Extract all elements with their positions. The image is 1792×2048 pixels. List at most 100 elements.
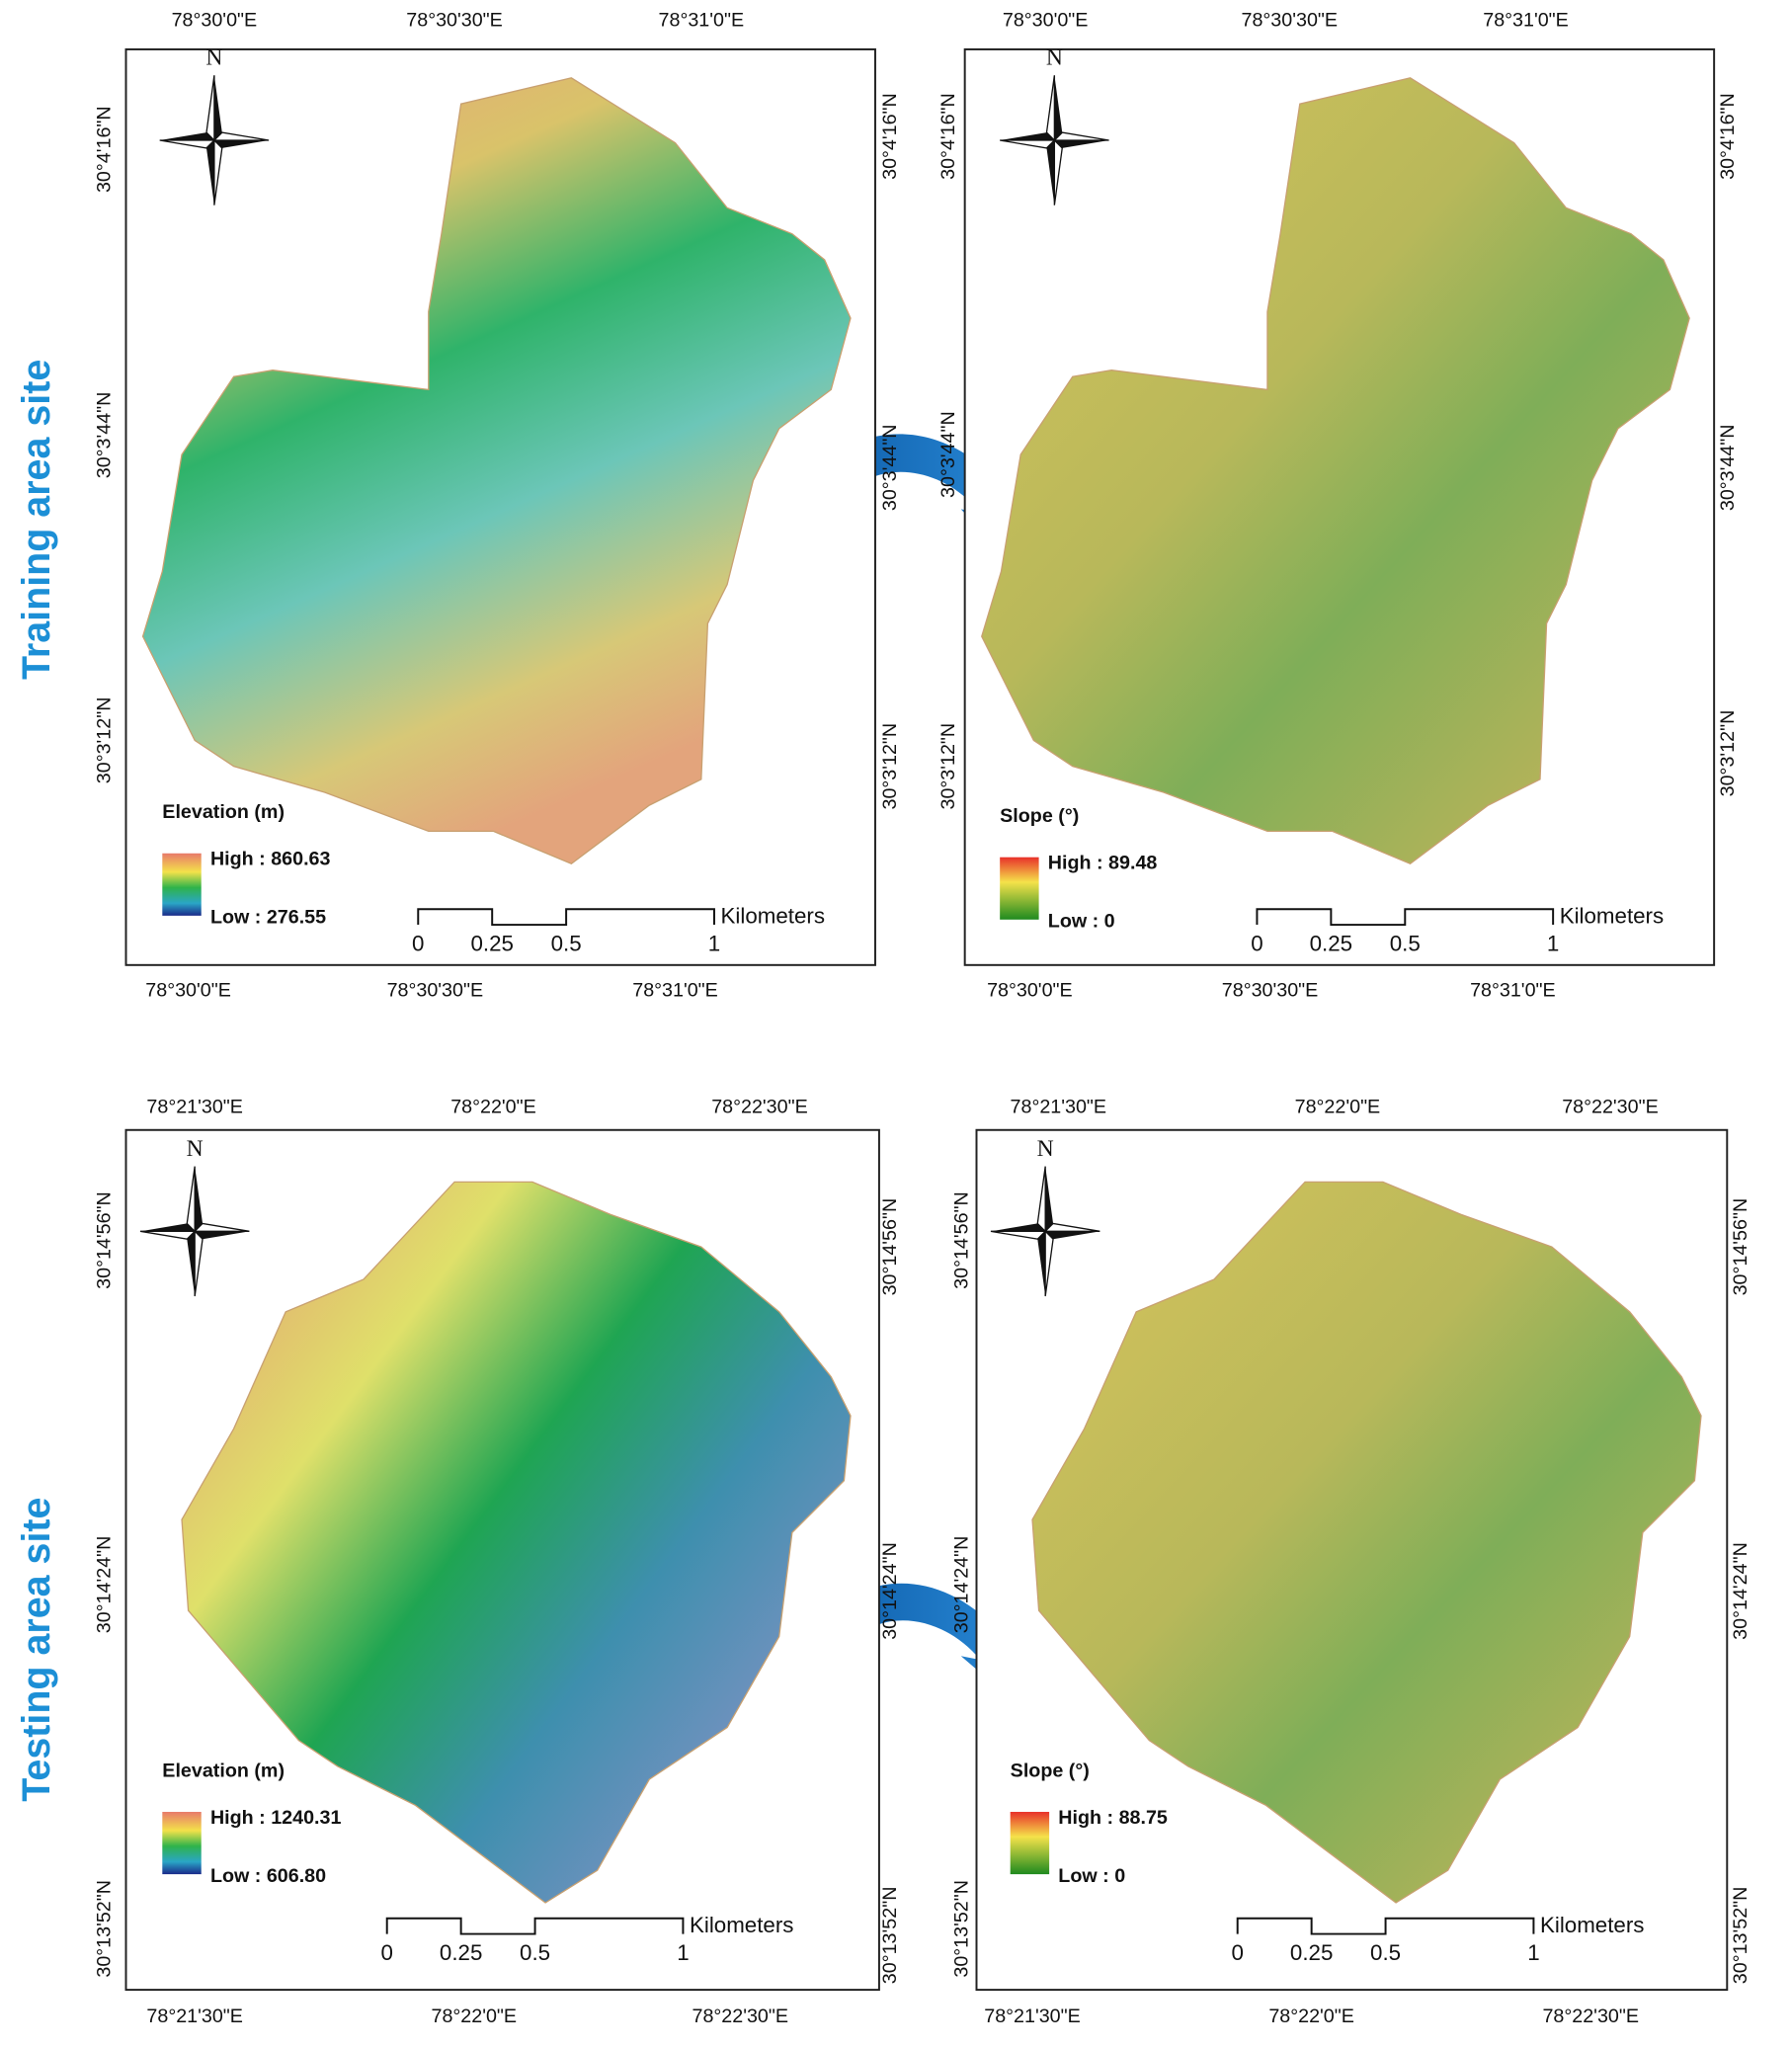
scale-label: 0: [1232, 1940, 1244, 1965]
latitude-label: 30°13'52"N: [879, 1887, 901, 1985]
north-label: N: [187, 1136, 204, 1162]
scale-label: 1: [708, 931, 720, 955]
map-panel: 78°30'0"E 78°30'30"E 78°31'0"E 78°30'0"E 78°…: [94, 9, 901, 1001]
longitude-label: 78°22'30"E: [692, 2006, 788, 2027]
scale-unit: Kilometers: [1540, 1913, 1644, 1937]
legend-high: High : 1240.31: [210, 1807, 342, 1829]
scale-label: 1: [677, 1940, 689, 1965]
terrain: [141, 77, 852, 865]
latitude-label: 30°13'52"N: [950, 1880, 972, 1978]
latitude-label: 30°3'12"N: [937, 723, 959, 810]
legend-low: Low : 0: [1048, 911, 1115, 933]
legend-high: High : 88.75: [1058, 1807, 1168, 1829]
side-label: Training area site: [15, 360, 58, 680]
scale-label: 0.25: [1310, 931, 1352, 955]
longitude-label: 78°21'30"E: [984, 2006, 1081, 2027]
map-panel: 78°30'0"E 78°30'30"E 78°31'0"E 78°30'0"E 78°…: [937, 9, 1739, 1001]
longitude-label: 78°21'30"E: [146, 1097, 243, 1118]
latitude-label: 30°13'52"N: [94, 1880, 116, 1978]
scale-label: 0.25: [440, 1940, 482, 1965]
side-label: Testing area site: [15, 1498, 58, 1802]
legend-high: High : 860.63: [210, 849, 331, 870]
latitude-label: 30°4'16"N: [1717, 93, 1739, 180]
latitude-label: 30°4'16"N: [879, 93, 901, 180]
scale-unit: Kilometers: [1560, 904, 1664, 929]
latitude-label: 30°14'56"N: [950, 1191, 972, 1289]
longitude-label: 78°31'0"E: [1483, 9, 1569, 31]
scale-unit: Kilometers: [690, 1913, 793, 1937]
terrain: [1031, 1181, 1702, 1904]
scale-label: 0: [1251, 931, 1263, 955]
longitude-label: 78°22'30"E: [1542, 2006, 1639, 2027]
latitude-label: 30°14'56"N: [1730, 1198, 1751, 1296]
legend-low: Low : 606.80: [210, 1865, 326, 1887]
scale-label: 0.5: [520, 1940, 550, 1965]
scale-bar: [385, 1917, 685, 1935]
north-label: N: [205, 45, 222, 71]
scale-label: 0: [381, 1940, 393, 1965]
scale-label: 0.5: [1390, 931, 1421, 955]
north-arrow-outline: [990, 1166, 1100, 1297]
legend-title: Elevation (m): [162, 1760, 285, 1781]
latitude-label: 30°3'44"N: [94, 392, 116, 479]
north-arrow-outline: [1000, 75, 1109, 205]
latitude-label: 30°4'16"N: [937, 93, 959, 180]
latitude-label: 30°4'16"N: [94, 106, 116, 193]
latitude-label: 30°3'12"N: [1717, 710, 1739, 797]
latitude-label: 30°13'52"N: [1730, 1887, 1751, 1985]
scale-unit: Kilometers: [721, 904, 825, 929]
scale-bar: [1236, 1917, 1535, 1935]
map-panel: 78°21'30"E 78°22'0"E 78°22'30"E 78°21'30"E 7…: [950, 1097, 1751, 2027]
legend-low: Low : 276.55: [210, 907, 326, 929]
latitude-label: 30°14'56"N: [94, 1191, 116, 1289]
legend-title: Slope (°): [1011, 1760, 1090, 1781]
legend-high: High : 89.48: [1048, 853, 1158, 874]
legend-low: Low : 0: [1058, 1865, 1125, 1887]
latitude-label: 30°14'24"N: [1730, 1542, 1751, 1640]
latitude-label: 30°3'12"N: [879, 723, 901, 810]
longitude-label: 78°30'0"E: [1003, 9, 1089, 31]
longitude-label: 78°22'0"E: [450, 1097, 536, 1118]
latitude-label: 30°3'44"N: [1717, 424, 1739, 511]
scale-bar: [417, 908, 715, 927]
longitude-label: 78°30'30"E: [1242, 9, 1339, 31]
longitude-label: 78°30'0"E: [145, 979, 231, 1001]
longitude-label: 78°31'0"E: [1470, 979, 1556, 1001]
latitude-label: 30°14'24"N: [879, 1542, 901, 1640]
scale-label: 1: [1527, 1940, 1539, 1965]
scale-label: 1: [1547, 931, 1559, 955]
north-label: N: [1046, 45, 1063, 71]
scale-label: 0.5: [1370, 1940, 1401, 1965]
latitude-label: 30°14'56"N: [879, 1198, 901, 1296]
north-label: N: [1037, 1136, 1054, 1162]
longitude-label: 78°30'0"E: [987, 979, 1073, 1001]
north-arrow-outline: [159, 75, 270, 205]
longitude-label: 78°22'0"E: [1295, 1097, 1381, 1118]
legend-ramp: [162, 1811, 202, 1875]
latitude-label: 30°3'44"N: [937, 411, 959, 498]
latitude-label: 30°3'12"N: [94, 697, 116, 784]
terrain: [981, 77, 1690, 865]
latitude-label: 30°3'44"N: [879, 424, 901, 511]
longitude-label: 78°22'0"E: [432, 2006, 518, 2027]
scale-bar: [1256, 908, 1555, 927]
longitude-label: 78°22'30"E: [1562, 1097, 1659, 1118]
longitude-label: 78°21'30"E: [146, 2006, 243, 2027]
latitude-label: 30°14'24"N: [94, 1536, 116, 1634]
scale-label: 0.5: [551, 931, 582, 955]
longitude-label: 78°30'30"E: [387, 979, 484, 1001]
scale-label: 0.25: [470, 931, 513, 955]
longitude-label: 78°30'30"E: [1222, 979, 1319, 1001]
legend-ramp: [1000, 857, 1039, 920]
latitude-label: 30°14'24"N: [950, 1536, 972, 1634]
longitude-label: 78°30'30"E: [406, 9, 503, 31]
longitude-label: 78°30'0"E: [172, 9, 258, 31]
north-arrow-outline: [139, 1166, 250, 1297]
legend-ramp: [1010, 1811, 1050, 1875]
scale-label: 0: [412, 931, 424, 955]
longitude-label: 78°31'0"E: [632, 979, 718, 1001]
terrain: [181, 1181, 852, 1904]
legend-ramp: [162, 853, 202, 916]
scale-label: 0.25: [1290, 1940, 1333, 1965]
